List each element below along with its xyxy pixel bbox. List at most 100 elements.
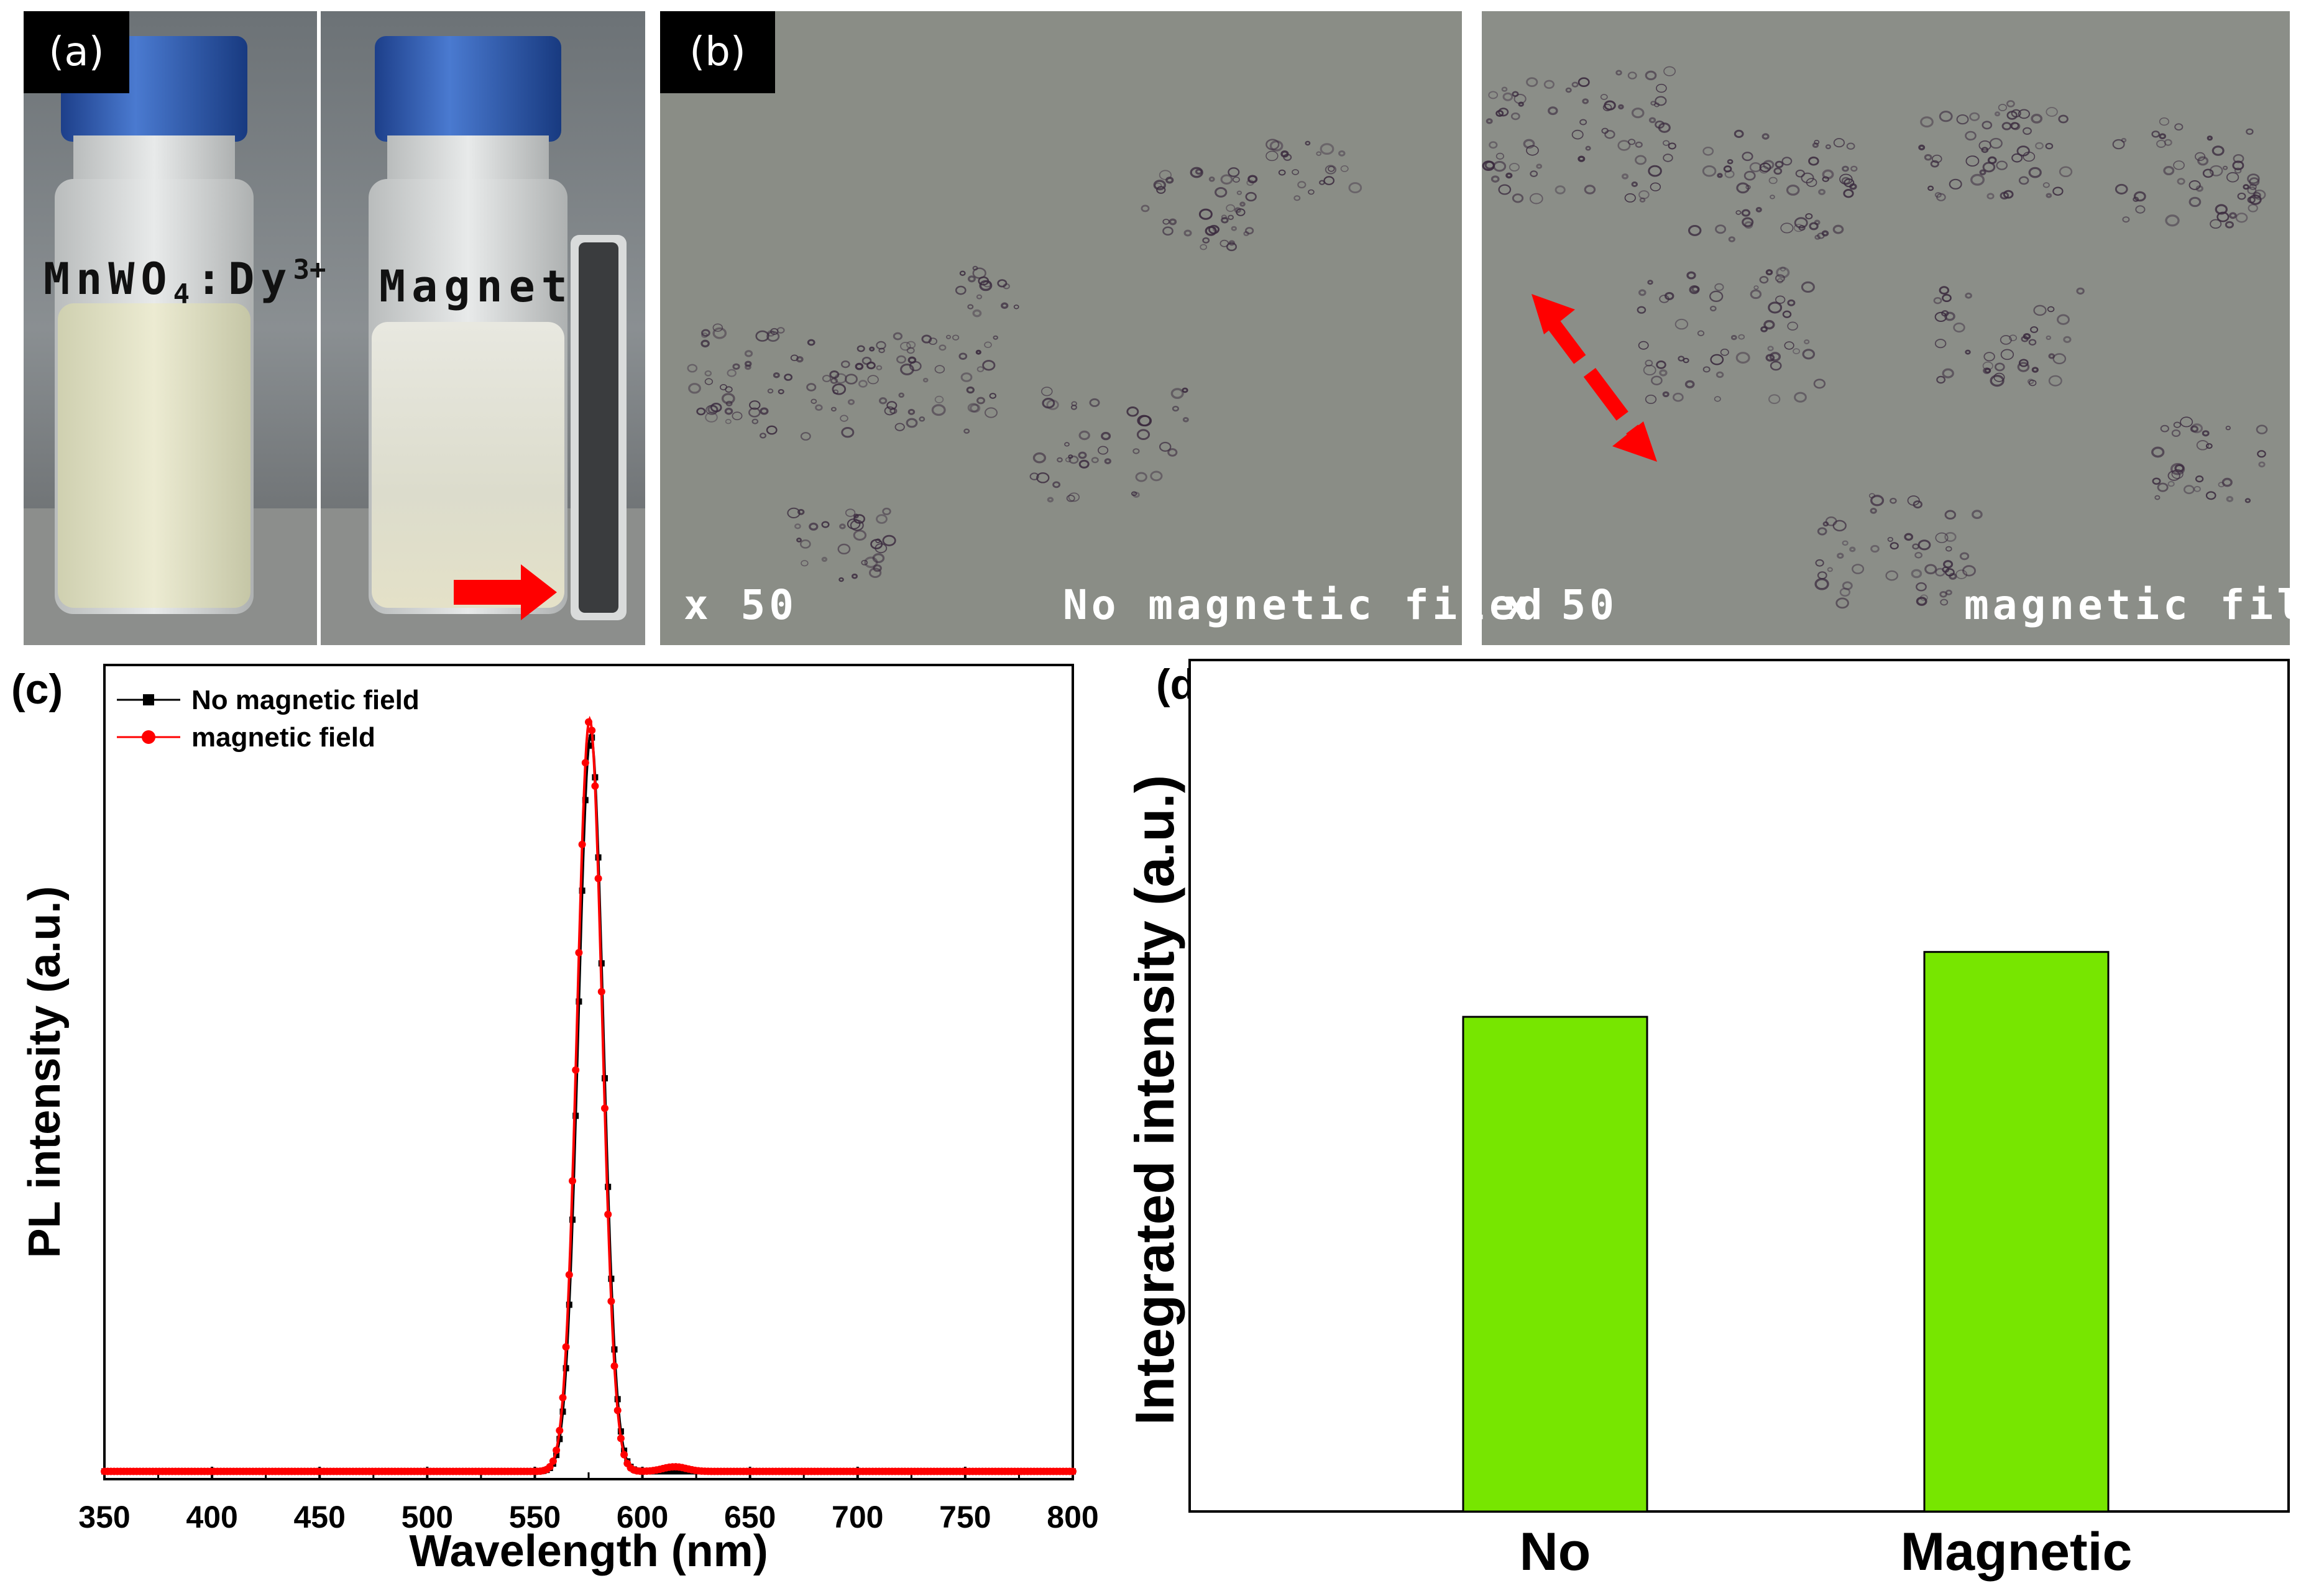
droplet: [1228, 167, 1240, 177]
droplet: [2210, 219, 2222, 229]
droplet: [1818, 188, 1826, 195]
red-arrow-bar: [454, 580, 525, 605]
series-magnetic: [101, 715, 1077, 1475]
droplet: [2058, 114, 2069, 124]
legend-marker-square: [143, 694, 154, 705]
droplet: [801, 560, 809, 567]
droplet: [1663, 154, 1673, 162]
droplet: [1170, 388, 1184, 399]
droplet: [1990, 374, 2005, 387]
droplet: [704, 378, 714, 385]
droplet: [1165, 177, 1174, 184]
droplet: [857, 345, 865, 352]
droplet: [1501, 86, 1508, 92]
droplet: [2173, 421, 2182, 428]
droplet: [1584, 185, 1596, 195]
droplet: [1765, 354, 1775, 362]
droplet: [1734, 129, 1744, 138]
droplet: [1617, 140, 1631, 151]
droplet: [1868, 493, 1875, 498]
droplet: [1813, 378, 1826, 389]
droplet: [1709, 290, 1724, 302]
droplet: [2046, 335, 2052, 341]
droplet: [850, 520, 864, 531]
droplet: [1046, 399, 1059, 410]
droplet: [2157, 482, 2169, 492]
panel-b-micrograph-right: [1482, 11, 2290, 645]
droplet: [1656, 83, 1667, 93]
droplet: [2165, 214, 2180, 227]
droplet: [1710, 354, 1724, 365]
droplet: [1944, 531, 1957, 542]
droplet: [922, 377, 929, 383]
droplet: [1727, 159, 1734, 165]
droplet: [1239, 201, 1246, 207]
droplet: [1495, 152, 1505, 160]
x-tick-label: 500: [402, 1500, 453, 1534]
droplet: [2000, 335, 2012, 345]
droplet: [1502, 92, 1513, 101]
droplet: [1247, 175, 1258, 183]
data-point: [576, 998, 582, 1005]
droplet: [796, 538, 802, 543]
droplet: [1912, 543, 1919, 550]
droplet: [807, 339, 815, 346]
data-point: [579, 887, 586, 894]
data-point: [569, 1177, 576, 1185]
droplet: [2237, 192, 2246, 200]
droplet: [832, 383, 847, 395]
droplet: [1678, 355, 1685, 362]
droplet: [1228, 240, 1235, 246]
droplet: [2028, 339, 2037, 346]
droplet-cluster: [687, 139, 1362, 582]
x-tick-label: 550: [509, 1500, 561, 1534]
droplet: [1101, 431, 1111, 441]
droplet: [972, 309, 982, 318]
droplet: [1759, 275, 1769, 284]
droplet: [1579, 119, 1587, 126]
droplet: [1805, 213, 1813, 220]
droplet: [2027, 378, 2034, 385]
droplet: [1320, 143, 1334, 155]
droplet: [1162, 226, 1173, 236]
droplet: [1001, 302, 1009, 310]
plot-area-frame: [103, 664, 1074, 1480]
droplet: [1930, 160, 1939, 168]
data-point: [546, 1463, 554, 1470]
data-point: [666, 1468, 673, 1475]
droplet: [1759, 162, 1771, 173]
data-point: [679, 1468, 686, 1475]
droplet: [1949, 178, 1962, 190]
droplet: [1183, 229, 1192, 237]
droplet: [845, 374, 858, 385]
droplet: [2171, 429, 2181, 438]
droplet: [766, 331, 780, 342]
droplet: [821, 556, 828, 562]
droplet: [1518, 101, 1524, 107]
droplet: [1624, 193, 1636, 203]
droplet: [861, 559, 868, 566]
droplet: [2247, 173, 2260, 185]
droplet: [976, 294, 983, 300]
droplet: [1927, 185, 1934, 191]
x-tick-label: 650: [724, 1500, 776, 1534]
droplet: [790, 354, 799, 362]
data-point: [617, 1434, 625, 1442]
droplet: [794, 523, 801, 530]
droplet: [700, 339, 710, 347]
droplet: [1850, 165, 1858, 172]
droplet: [1965, 349, 1971, 355]
droplet: [853, 530, 867, 541]
droplet: [2215, 204, 2228, 215]
droplet: [2247, 186, 2257, 195]
droplet: [1806, 178, 1817, 187]
droplet: [2115, 183, 2128, 195]
droplet: [2048, 375, 2062, 387]
droplet: [1066, 494, 1075, 502]
data-point: [586, 742, 592, 749]
droplet: [1486, 118, 1493, 124]
droplet: [1618, 104, 1624, 110]
droplet: [2180, 416, 2193, 428]
droplet: [1078, 459, 1090, 469]
droplet: [1801, 281, 1815, 293]
